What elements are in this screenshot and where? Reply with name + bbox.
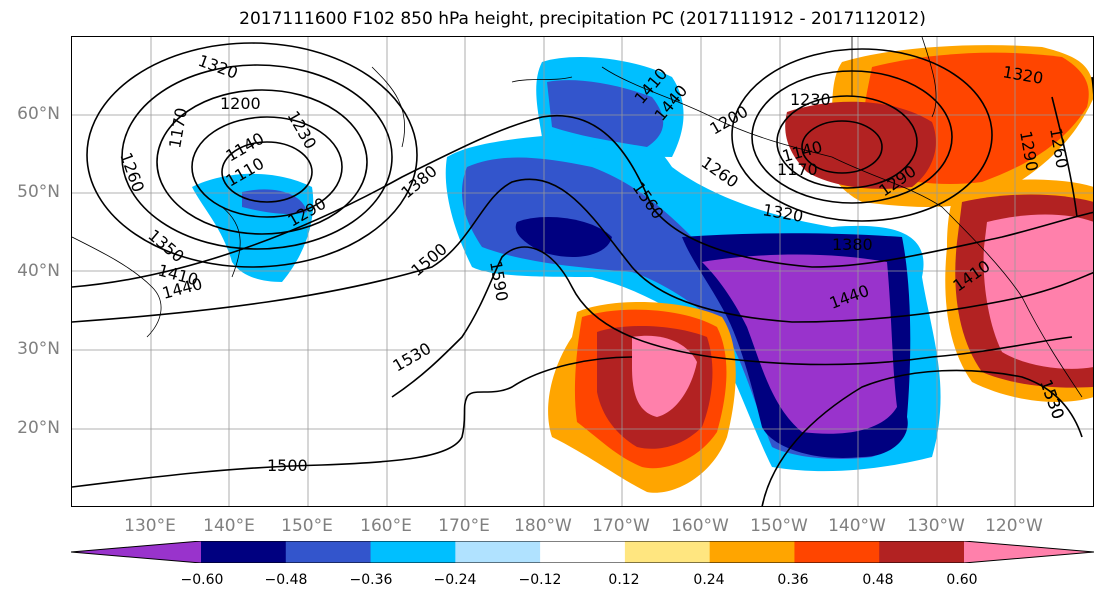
colorbar-tick: 0.48 bbox=[862, 572, 894, 588]
lon-label: 170°W bbox=[592, 516, 650, 536]
contour-label: 1500 bbox=[407, 239, 450, 280]
contour-label: 1230 bbox=[790, 90, 831, 109]
colorbar-tick: 0.60 bbox=[946, 572, 978, 588]
contour-label: 1380 bbox=[397, 161, 440, 202]
colorbar-tick: −0.48 bbox=[264, 572, 308, 588]
colorbar-segment bbox=[794, 541, 880, 563]
contour-label: 1260 bbox=[116, 150, 148, 195]
colorbar-segment bbox=[709, 541, 795, 563]
colorbar-tick: 0.24 bbox=[693, 572, 725, 588]
lon-label: 150°E bbox=[281, 516, 333, 536]
lon-label: 160°E bbox=[360, 516, 412, 536]
colorbar-tick: 0.36 bbox=[777, 572, 809, 588]
colorbar-segment bbox=[285, 541, 372, 563]
precip-shading bbox=[192, 45, 1093, 493]
map-panel: 1320 1200 1230 1170 1260 1140 1110 1290 … bbox=[71, 36, 1094, 507]
lat-label: 40°N bbox=[17, 261, 60, 281]
colorbar-segment bbox=[201, 541, 287, 563]
contour-label: 1260 bbox=[698, 153, 742, 192]
colorbar-segment bbox=[964, 541, 1094, 563]
colorbar-tick: −0.12 bbox=[518, 572, 562, 588]
lon-label: 140°E bbox=[203, 516, 255, 536]
contour-label: 1380 bbox=[832, 235, 873, 254]
colorbar-tick: −0.60 bbox=[180, 572, 224, 588]
lon-label: 120°W bbox=[985, 516, 1043, 536]
lat-label: 60°N bbox=[17, 104, 60, 124]
colorbar-segment bbox=[455, 541, 541, 563]
contour-label: 1170 bbox=[777, 160, 818, 179]
contour-label: 1200 bbox=[707, 102, 752, 139]
contour-label: 1320 bbox=[196, 51, 241, 83]
colorbar-segment bbox=[879, 541, 965, 563]
lat-label: 30°N bbox=[17, 339, 60, 359]
lon-label: 180°W bbox=[514, 516, 572, 536]
lat-label: 20°N bbox=[17, 418, 60, 438]
graticule bbox=[72, 37, 1093, 506]
contour-label: 1170 bbox=[165, 106, 191, 149]
colorbar-segment bbox=[71, 541, 201, 563]
lon-label: 130°E bbox=[124, 516, 176, 536]
contour-label: 1200 bbox=[220, 94, 261, 113]
colorbar bbox=[71, 541, 1094, 563]
colorbar-tick: −0.36 bbox=[349, 572, 393, 588]
colorbar-tick: −0.24 bbox=[433, 572, 477, 588]
contour-label: 1500 bbox=[267, 456, 308, 475]
colorbar-segment bbox=[540, 541, 626, 563]
lon-label: 170°E bbox=[438, 516, 490, 536]
lon-label: 140°W bbox=[828, 516, 886, 536]
colorbar-segment bbox=[624, 541, 711, 563]
lon-label: 160°W bbox=[671, 516, 729, 536]
figure-title: 2017111600 F102 850 hPa height, precipit… bbox=[239, 9, 926, 29]
lon-label: 150°W bbox=[750, 516, 808, 536]
coastlines bbox=[72, 37, 1083, 398]
colorbar-segment bbox=[370, 541, 456, 563]
map-canvas: 1320 1200 1230 1170 1260 1140 1110 1290 … bbox=[72, 37, 1093, 506]
colorbar-tick: 0.12 bbox=[608, 572, 640, 588]
height-contours bbox=[72, 42, 1093, 506]
lon-label: 130°W bbox=[907, 516, 965, 536]
lat-label: 50°N bbox=[17, 182, 60, 202]
